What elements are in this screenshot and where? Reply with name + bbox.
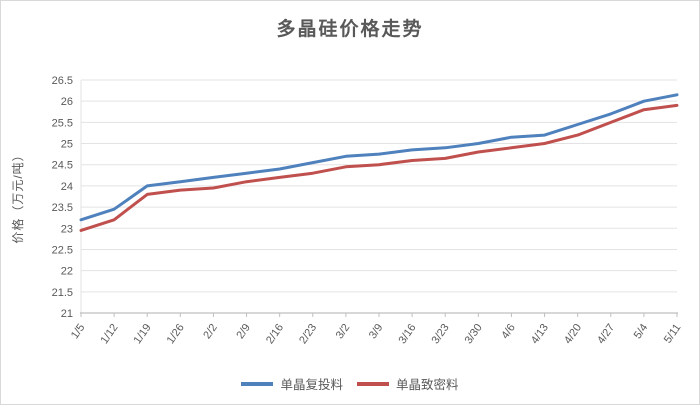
x-tick-label: 3/30 [463, 322, 485, 346]
legend-item: 单晶复投料 [241, 374, 343, 393]
x-tick-label: 3/23 [430, 322, 452, 346]
chart-title: 多晶硅价格走势 [276, 19, 424, 40]
x-tick-label: 1/26 [165, 322, 187, 346]
x-tick-label: 3/2 [334, 322, 353, 341]
x-tick-label: 1/5 [69, 322, 88, 341]
x-tick-label: 2/9 [234, 322, 253, 341]
y-tick-label: 21.5 [52, 287, 73, 299]
x-tick-label: 5/11 [662, 322, 684, 346]
y-tick-label: 26 [61, 96, 73, 108]
x-tick-label: 4/20 [562, 322, 584, 346]
x-tick-label: 4/13 [529, 322, 551, 346]
x-tick-label: 1/12 [98, 322, 120, 346]
legend-swatch-blue [241, 381, 274, 386]
x-tick-label: 1/19 [132, 322, 154, 346]
y-tick-label: 21 [61, 308, 73, 320]
series-line-0 [79, 93, 679, 222]
y-tick-label: 23.5 [52, 202, 73, 214]
chart-legend: 单晶复投料 单晶致密料 [1, 374, 699, 393]
y-tick-label: 26.5 [52, 75, 73, 87]
x-tick-label: 2/2 [201, 322, 220, 341]
y-tick-label: 25.5 [52, 117, 73, 129]
y-tick-label: 24 [61, 181, 73, 193]
legend-label: 单晶致密料 [396, 378, 459, 392]
y-tick-label: 23 [61, 223, 73, 235]
y-axis-labels: 21 21.5 22 22.5 23 23.5 24 24.5 25 25.5 26 26.5 [52, 75, 73, 320]
x-tick-label: 2/23 [297, 322, 319, 346]
x-tick-label: 4/6 [499, 322, 518, 341]
legend-item: 单晶致密料 [357, 374, 459, 393]
y-tick-label: 22.5 [52, 244, 73, 256]
x-tick-label: 3/16 [396, 322, 418, 346]
y-tick-label: 24.5 [52, 160, 73, 172]
x-tick-label: 5/4 [632, 322, 651, 341]
y-tick-label: 25 [61, 139, 73, 151]
x-tick-label: 2/16 [264, 322, 286, 346]
legend-label: 单晶复投料 [280, 378, 343, 392]
x-tick-label: 3/9 [367, 322, 386, 341]
series-line-1 [79, 103, 679, 232]
x-tick-label: 4/27 [595, 322, 617, 346]
gridlines [81, 79, 677, 293]
x-axis-labels: 1/5 1/12 1/19 1/26 2/2 2/9 2/16 2/23 3/2 3/9 3/16 3… [69, 313, 684, 346]
y-tick-label: 22 [61, 266, 73, 278]
legend-swatch-red [357, 381, 389, 386]
